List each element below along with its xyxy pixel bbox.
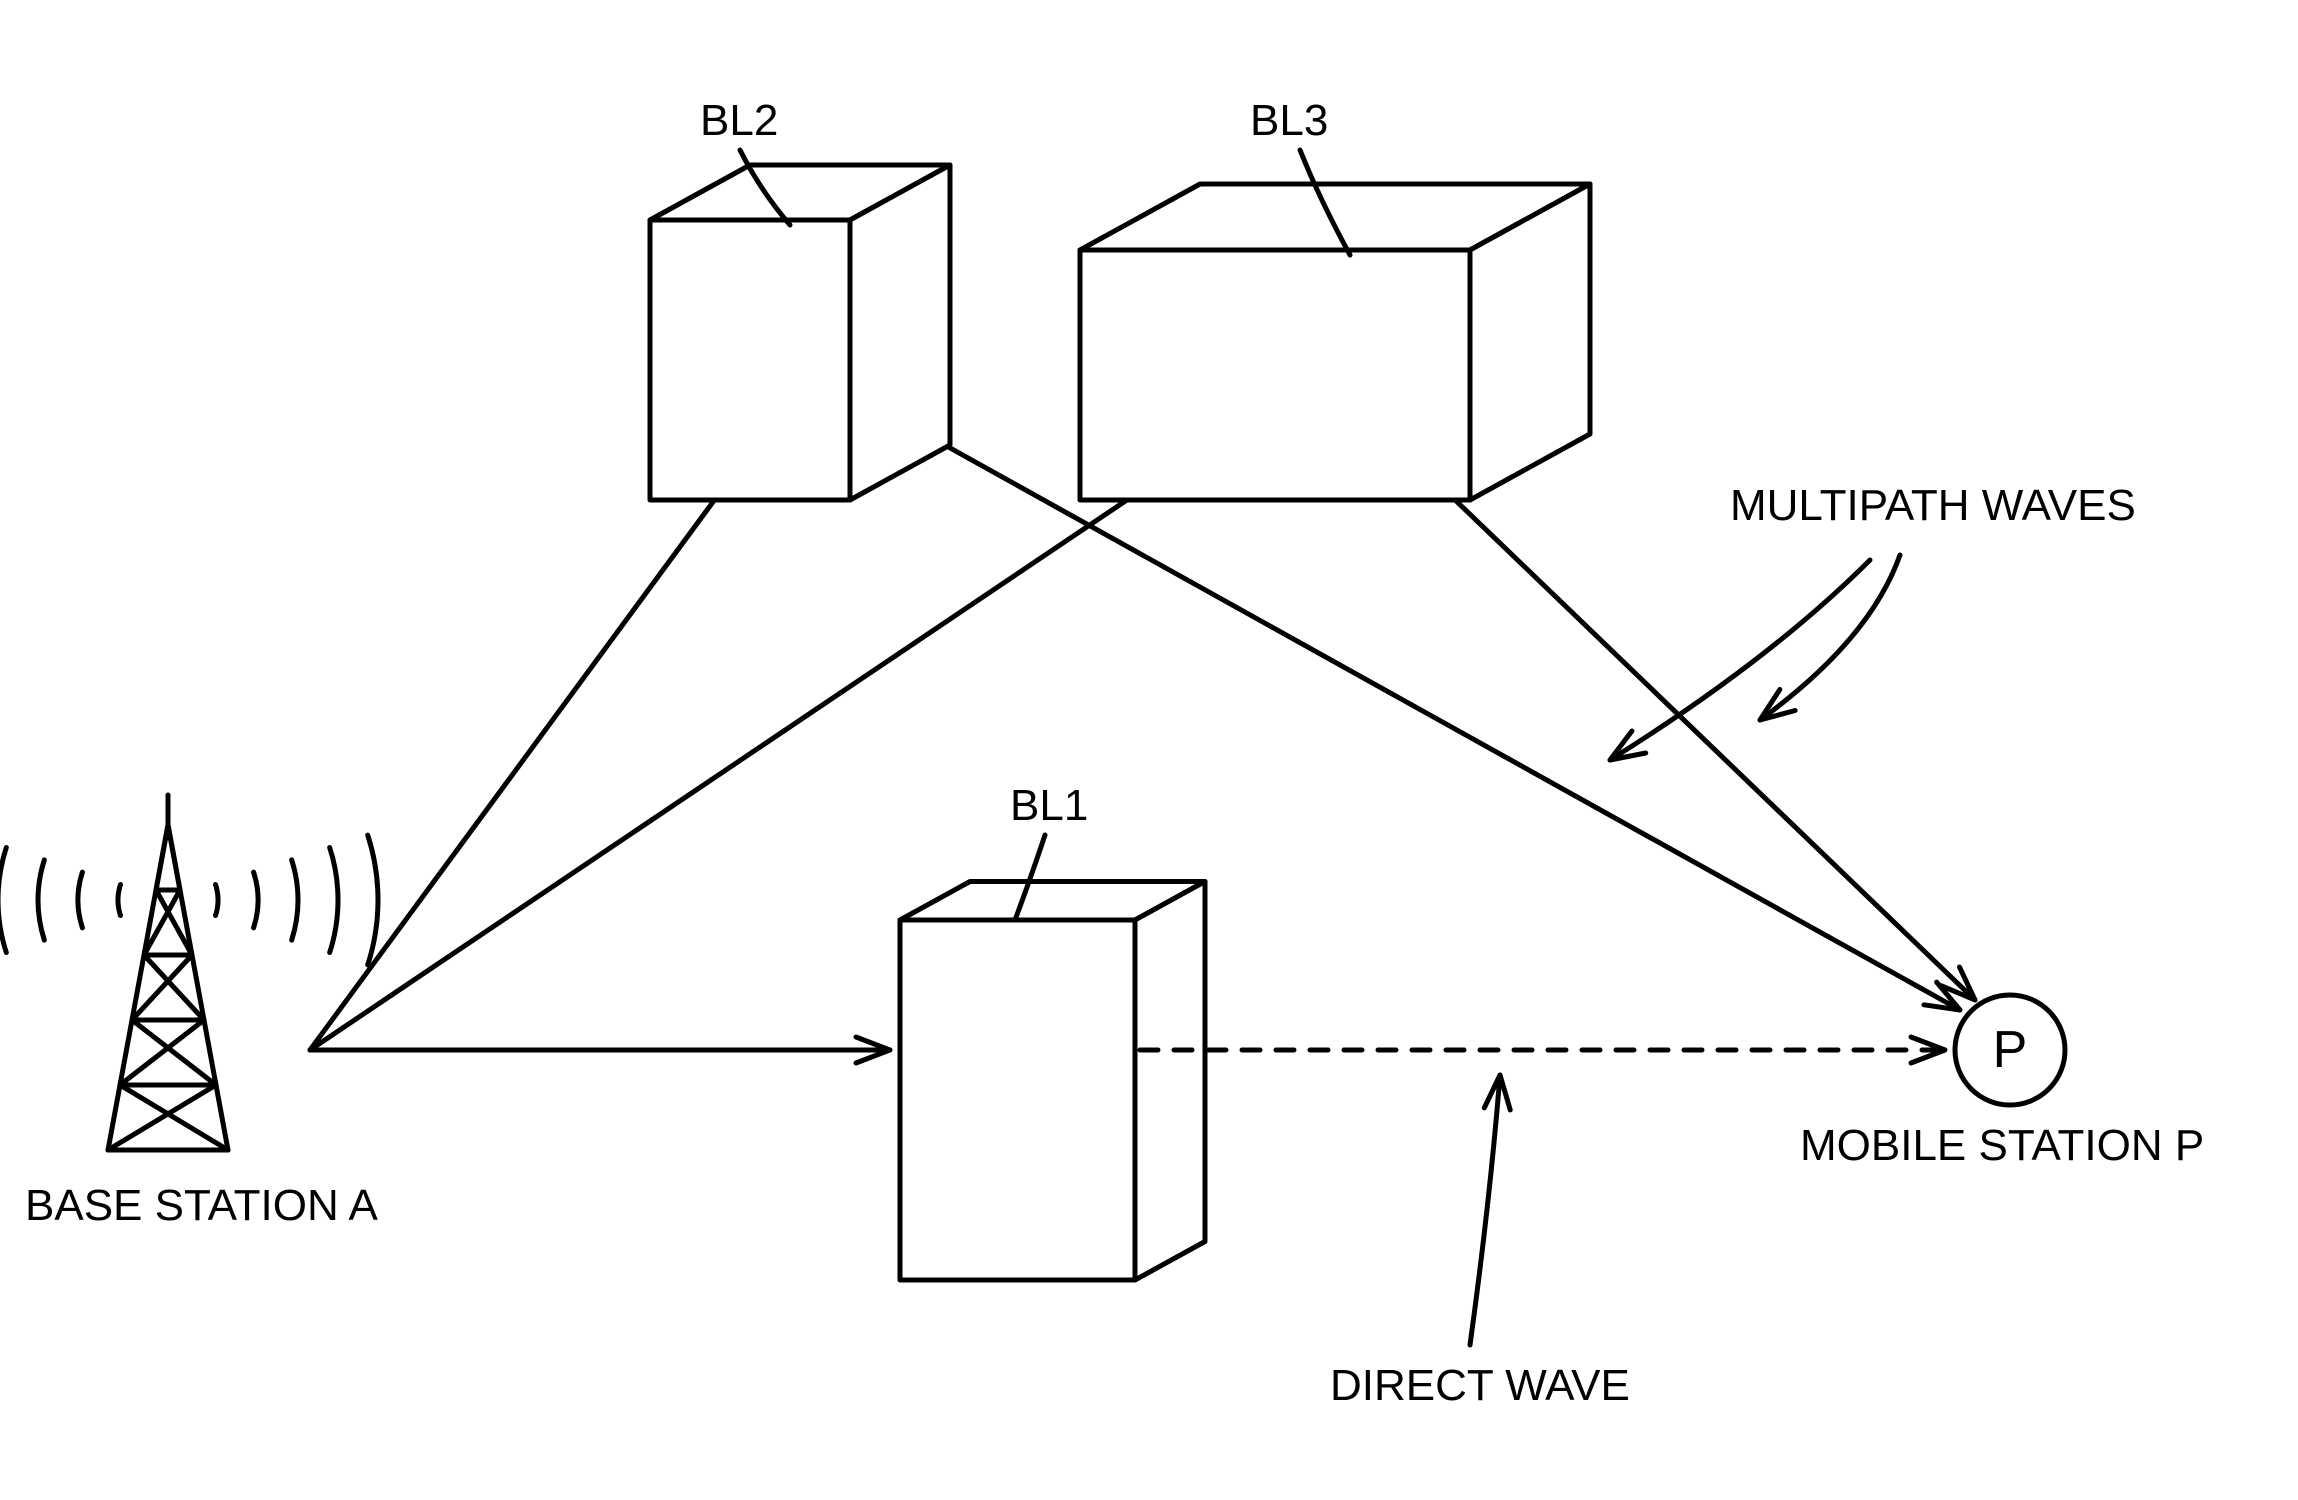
svg-text:DIRECT WAVE: DIRECT WAVE: [1330, 1361, 1630, 1410]
svg-text:BL3: BL3: [1250, 96, 1328, 145]
svg-text:BL2: BL2: [700, 96, 778, 145]
multipath-diagram: P BASE STATION A MOBILE STATION P BL1 BL2 BL3…: [0, 0, 2298, 1500]
svg-text:P: P: [1993, 1021, 2028, 1079]
svg-text:MOBILE STATION P: MOBILE STATION P: [1800, 1121, 2204, 1170]
svg-text:BASE STATION A: BASE STATION A: [25, 1181, 379, 1230]
svg-text:MULTIPATH WAVES: MULTIPATH WAVES: [1730, 481, 2136, 530]
svg-text:BL1: BL1: [1010, 781, 1088, 830]
